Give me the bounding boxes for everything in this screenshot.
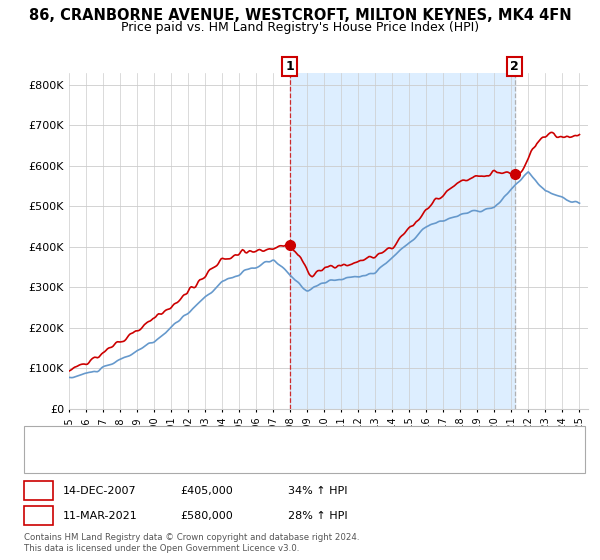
Text: 86, CRANBORNE AVENUE, WESTCROFT, MILTON KEYNES, MK4 4FN: 86, CRANBORNE AVENUE, WESTCROFT, MILTON … bbox=[29, 8, 571, 24]
Bar bbox=[290, 73, 515, 409]
Text: This data is licensed under the Open Government Licence v3.0.: This data is licensed under the Open Gov… bbox=[24, 544, 299, 553]
Text: —: — bbox=[33, 452, 49, 468]
Text: £580,000: £580,000 bbox=[180, 511, 233, 521]
Text: Contains HM Land Registry data © Crown copyright and database right 2024.: Contains HM Land Registry data © Crown c… bbox=[24, 533, 359, 542]
Text: 34% ↑ HPI: 34% ↑ HPI bbox=[288, 486, 347, 496]
Text: HPI: Average price, detached house, Milton Keynes: HPI: Average price, detached house, Milt… bbox=[57, 455, 306, 465]
Text: 86, CRANBORNE AVENUE, WESTCROFT, MILTON KEYNES, MK4 4FN (detached house): 86, CRANBORNE AVENUE, WESTCROFT, MILTON … bbox=[57, 434, 468, 444]
Text: —: — bbox=[33, 431, 49, 446]
Text: 11-MAR-2021: 11-MAR-2021 bbox=[63, 511, 138, 521]
Text: £405,000: £405,000 bbox=[180, 486, 233, 496]
Text: 1: 1 bbox=[285, 60, 294, 73]
Text: 2: 2 bbox=[34, 509, 43, 522]
Text: 14-DEC-2007: 14-DEC-2007 bbox=[63, 486, 137, 496]
Text: 2: 2 bbox=[510, 60, 519, 73]
Text: Price paid vs. HM Land Registry's House Price Index (HPI): Price paid vs. HM Land Registry's House … bbox=[121, 21, 479, 34]
Text: 28% ↑ HPI: 28% ↑ HPI bbox=[288, 511, 347, 521]
Text: 1: 1 bbox=[34, 484, 43, 497]
